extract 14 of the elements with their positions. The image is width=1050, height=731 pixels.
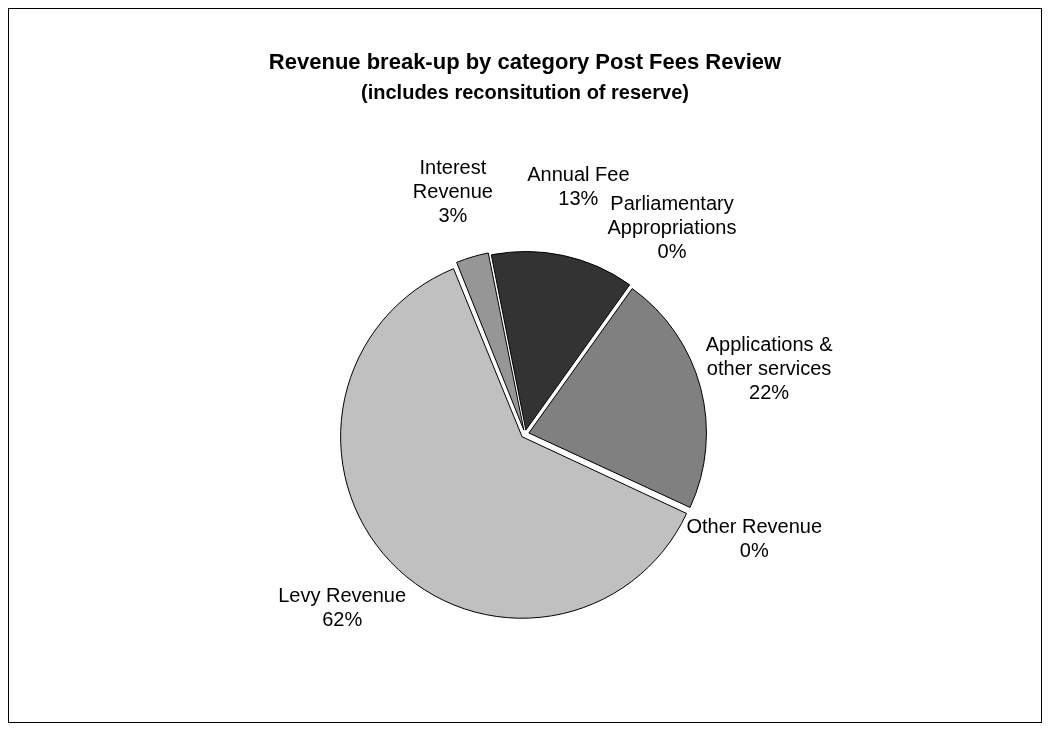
category-label: Other Revenue — [686, 515, 823, 538]
text: 0% — [739, 539, 769, 562]
data-label: 13% — [558, 186, 599, 209]
category-label: Parliamentary Appropriations — [607, 192, 737, 239]
slice-label: Levy Revenue — [278, 583, 407, 606]
slice-label: Applications & other services — [705, 333, 834, 380]
text: 0% — [657, 240, 687, 263]
chart-title: Revenue break-up by category Post Fees Review — [267, 48, 783, 75]
data-label: 3% — [438, 203, 468, 226]
slice-label: Interest Revenue — [412, 155, 493, 202]
data-label: 22% — [749, 381, 790, 404]
slice-label: Annual Fee — [527, 162, 630, 185]
data-label: 62% — [322, 607, 363, 630]
chart-subtitle: (includes reconsitution of reserve) — [360, 80, 690, 104]
